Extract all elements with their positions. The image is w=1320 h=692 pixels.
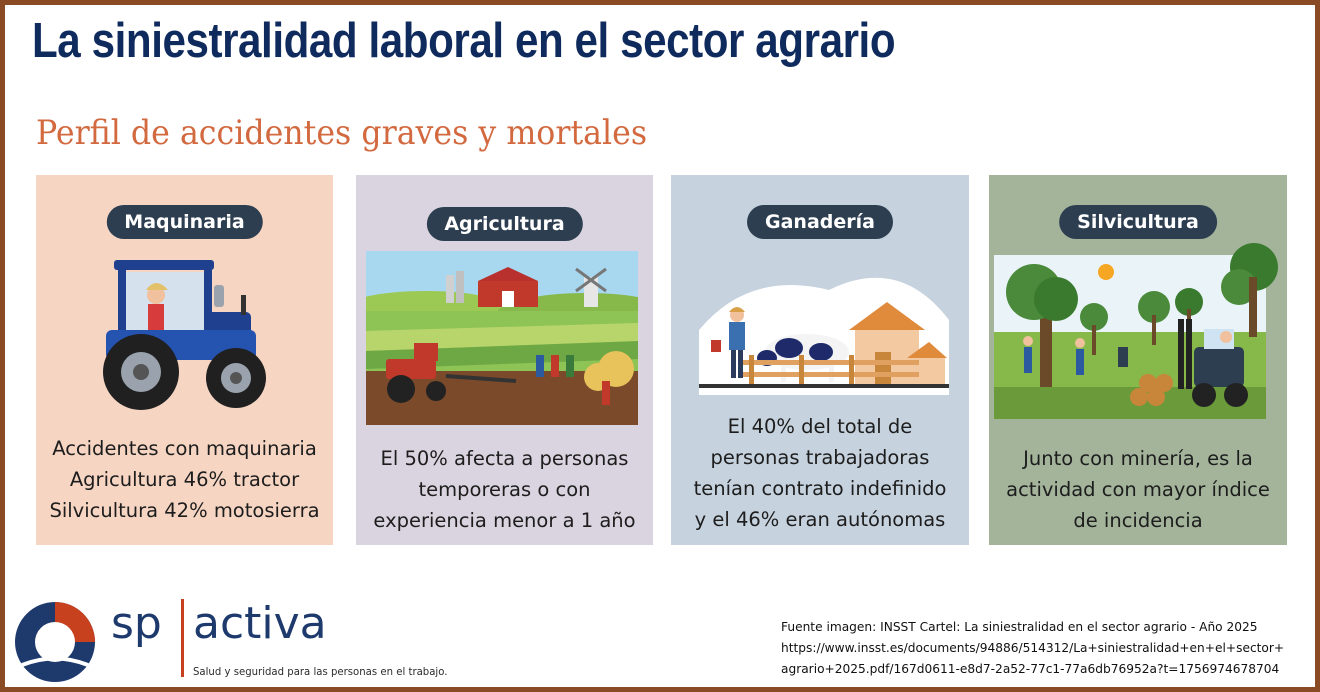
source-line: Fuente imagen: INSST Cartel: La siniestr… [781, 620, 1258, 634]
card-text-agricultura: El 50% afecta a personas temporeras o co… [364, 443, 645, 536]
card-line: tenían contrato indefinido [693, 477, 947, 500]
farm-illustration [366, 251, 638, 425]
card-line: Agricultura 46% tractor [69, 468, 300, 491]
card-line: temporeras o con [418, 478, 591, 501]
brand-activa: activa [193, 598, 327, 649]
card-line: El 50% afecta a personas [380, 447, 629, 470]
source-url-line: agrario+2025.pdf/167d0611-e8d7-2a52-77c1… [781, 662, 1280, 676]
card-line: experiencia menor a 1 año [373, 509, 636, 532]
card-text-maquinaria: Accidentes con maquinaria Agricultura 46… [44, 433, 325, 526]
card-line: El 40% del total de [727, 415, 913, 438]
card-line: Accidentes con maquinaria [52, 437, 317, 460]
source-credit: Fuente imagen: INSST Cartel: La siniestr… [781, 617, 1284, 680]
card-line: de incidencia [1073, 509, 1203, 532]
poster: La siniestralidad laboral en el sector a… [5, 5, 1315, 687]
page-subtitle: Perfil de accidentes graves y mortales [36, 113, 648, 153]
livestock-illustration [689, 260, 954, 395]
tractor-illustration [96, 250, 276, 415]
card-label-maquinaria: Maquinaria [106, 205, 263, 239]
page-title: La siniestralidad laboral en el sector a… [32, 14, 896, 68]
card-line: personas trabajadoras [710, 446, 930, 469]
spactiva-logo-icon [10, 597, 100, 687]
card-text-silvicultura: Junto con minería, es la actividad con m… [997, 443, 1279, 536]
card-label-silvicultura: Silvicultura [1059, 205, 1217, 239]
brand-sp: sp [111, 598, 162, 649]
card-maquinaria: Maquinaria A [36, 175, 333, 545]
card-line: y el 46% eran autónomas [694, 508, 946, 531]
card-label-ganaderia: Ganadería [747, 205, 893, 239]
card-label-agricultura: Agricultura [426, 207, 583, 241]
card-line: Junto con minería, es la [1023, 447, 1253, 470]
card-ganaderia: Ganadería [671, 175, 969, 545]
brand-divider [181, 599, 184, 677]
forestry-illustration [994, 237, 1287, 419]
card-line: Silvicultura 42% motosierra [49, 499, 320, 522]
card-line: actividad con mayor índice [1006, 478, 1270, 501]
card-silvicultura: Silvicultura [989, 175, 1287, 545]
brand-tagline: Salud y seguridad para las personas en e… [193, 665, 448, 678]
source-url-line: https://www.insst.es/documents/94886/514… [781, 641, 1285, 655]
card-text-ganaderia: El 40% del total de personas trabajadora… [679, 411, 961, 535]
card-agricultura: Agricultura [356, 175, 653, 545]
